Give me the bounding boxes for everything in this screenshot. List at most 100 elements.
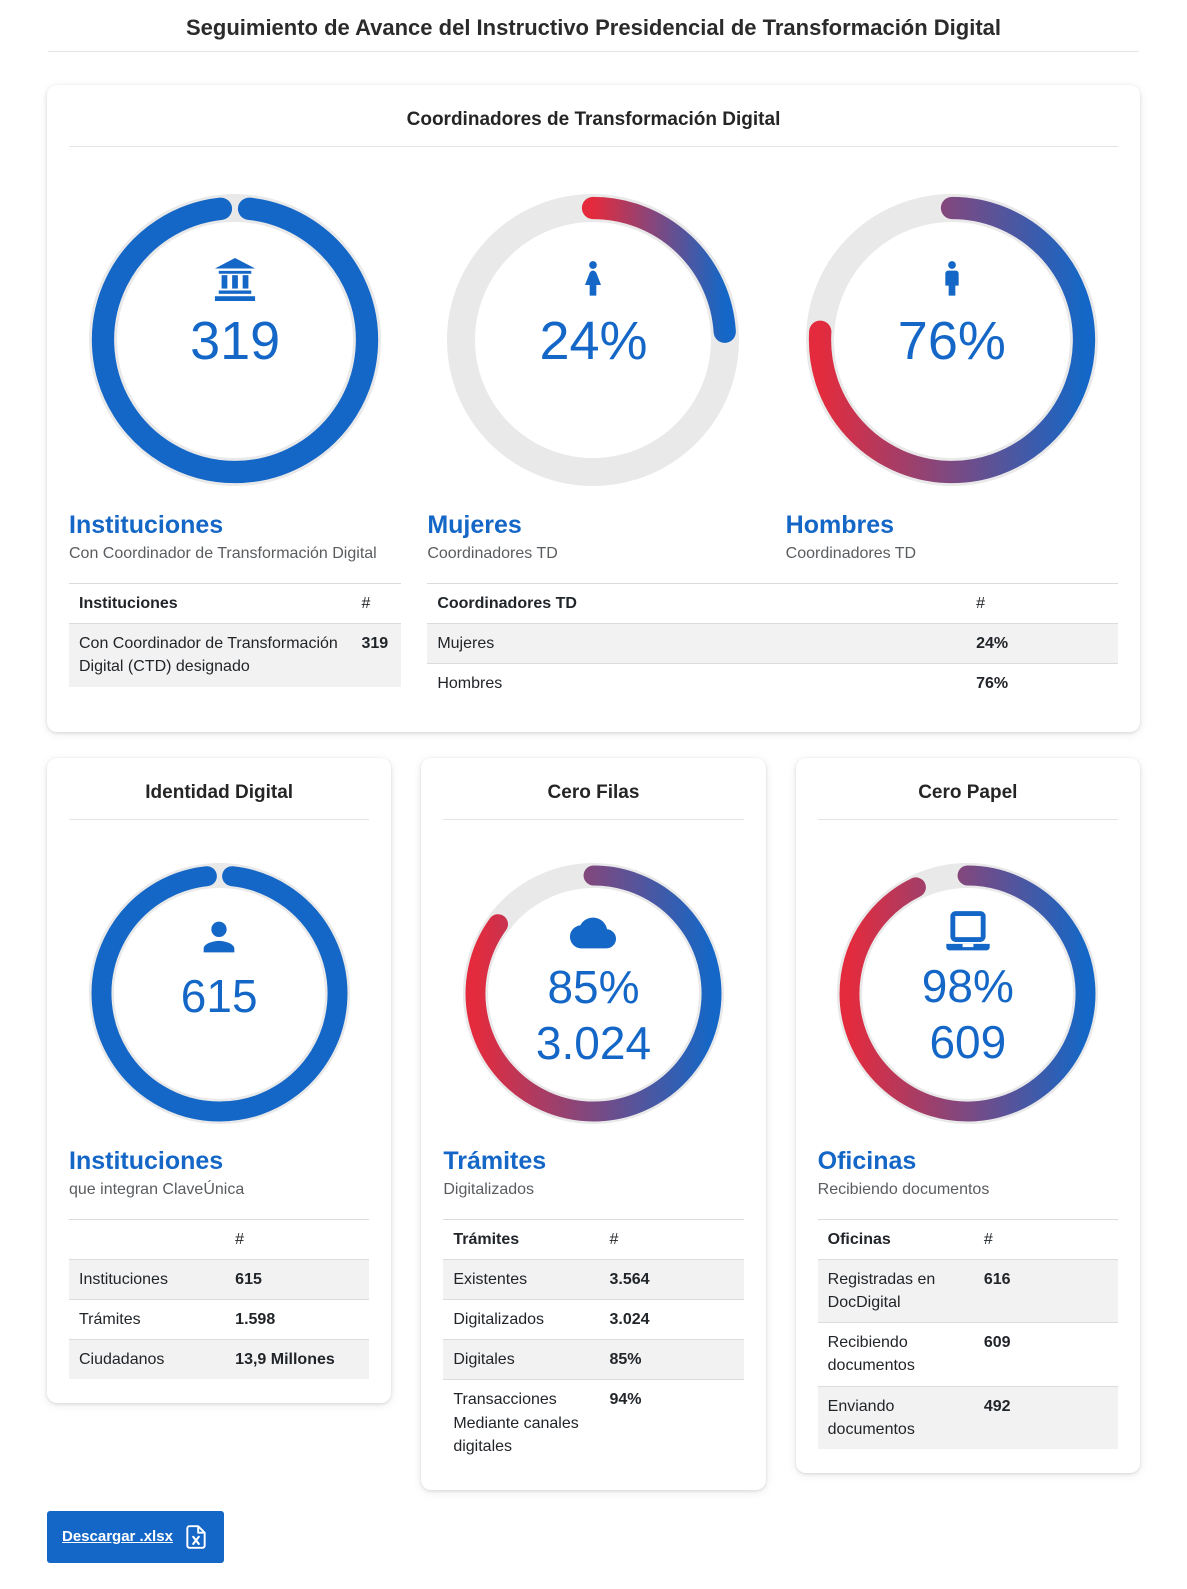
row-value: 609 <box>983 1334 1011 1352</box>
row-label: Registradas en DocDigital <box>827 1270 936 1311</box>
row-label: Existentes <box>453 1270 528 1288</box>
column-header: Coordinadores TD <box>437 595 577 612</box>
gauge-heading: Oficinas <box>817 1146 917 1175</box>
gauge-grid: 319 Instituciones Con Coordinador de Tra… <box>69 147 1118 704</box>
card-title: Cero Papel <box>918 781 1018 803</box>
donut-instituciones: 319 <box>70 175 400 505</box>
gauge-subheading: Con Coordinador de Transformación Digita… <box>69 545 377 562</box>
page-title-divider <box>48 51 1139 52</box>
gauge-heading: Hombres <box>785 511 895 539</box>
row-value: 3.564 <box>609 1270 650 1288</box>
table-header-row: Oficinas # <box>817 1219 1118 1260</box>
row-value: 615 <box>235 1270 262 1288</box>
donut-cero-papel: 98% 609 <box>820 846 1115 1141</box>
gauge-value: 98% <box>921 960 1014 1013</box>
card-title: Coordinadores de Transformación Digital <box>406 109 781 130</box>
gauge-ring <box>447 193 740 487</box>
row-label: Mujeres <box>437 635 495 653</box>
gauge-value-2: 3.024 <box>535 1017 652 1070</box>
gauge-heading: Trámites <box>443 1146 547 1175</box>
table-row: Ciudadanos 13,9 Millones <box>69 1339 370 1380</box>
gauge-hombres: 76% Hombres Coordinadores TD <box>786 147 1118 563</box>
column-header-number: # <box>983 1230 993 1248</box>
bank-icon <box>215 258 256 302</box>
row-label: Instituciones <box>79 1270 168 1288</box>
table-header-row: Instituciones # <box>69 583 402 624</box>
column-header: Trámites <box>453 1230 520 1248</box>
row-label: Digitalizados <box>453 1310 545 1328</box>
row-label: Transacciones Mediante canales digitales <box>443 1380 599 1466</box>
table-row: Hombres 76% <box>427 663 1118 704</box>
card-cero-filas: Cero Filas 85% 3.024 Trámites <box>421 757 766 1490</box>
gauge-subheading: que integran ClaveÚnica <box>69 1180 245 1198</box>
card-identidad-digital: Identidad Digital 615 Institu <box>47 757 392 1404</box>
row-label: Trámites <box>79 1310 141 1328</box>
column-header-number: # <box>609 1230 619 1248</box>
gauge-value: 615 <box>180 969 258 1022</box>
card-title-divider <box>69 818 370 820</box>
column-header-number: # <box>235 1230 245 1248</box>
donut-hombres: 76% <box>787 175 1117 505</box>
download-button-label: Descargar .xlsx <box>62 1528 173 1546</box>
table-cero-papel: Oficinas # Registradas en DocDigital 616… <box>817 1219 1118 1449</box>
gauge-instituciones: 319 Instituciones Con Coordinador de Tra… <box>69 147 401 563</box>
table-row: Instituciones 615 <box>69 1259 370 1300</box>
person-icon <box>203 921 235 953</box>
gauge-value: 76% <box>897 311 1006 372</box>
row-value: 319 <box>361 635 389 653</box>
dashboard-page: Seguimiento de Avance del Instructivo Pr… <box>0 15 1187 1589</box>
donut-cero-filas: 85% 3.024 <box>446 846 741 1141</box>
gauge-value: 85% <box>547 961 640 1014</box>
card-title-divider <box>817 818 1118 820</box>
gauge-value: 24% <box>539 311 648 372</box>
gauge-value: 319 <box>190 311 281 372</box>
row-value: 3.024 <box>609 1310 650 1328</box>
gauge-subheading: Digitalizados <box>443 1180 535 1198</box>
woman-icon <box>585 261 602 297</box>
table-row: Transacciones Mediante canales digitales… <box>443 1379 744 1466</box>
row-label: Con Coordinador de Transformación Digita… <box>79 635 338 676</box>
gauge-ring <box>462 862 725 1124</box>
table-row: Recibiendo documentos 609 <box>817 1322 1118 1386</box>
content-container: Coordinadores de Transformación Digital <box>0 85 1187 1589</box>
card-cero-papel: Cero Papel 98% 609 <box>795 757 1140 1473</box>
gauge-heading: Instituciones <box>69 511 224 539</box>
table-row: Digitalizados 3.024 <box>443 1299 744 1339</box>
gauge-ring <box>89 193 382 487</box>
download-xlsx-button[interactable]: Descargar .xlsx <box>47 1510 224 1563</box>
card-coordinadores-td: Coordinadores de Transformación Digital <box>47 85 1140 732</box>
gauge-ring <box>837 862 1099 1124</box>
row-label: Hombres <box>437 675 503 693</box>
table-row: Trámites 1.598 <box>69 1299 370 1339</box>
table-row: Existentes 3.564 <box>443 1259 744 1300</box>
gauge-subheading: Coordinadores TD <box>427 545 558 562</box>
man-icon <box>945 261 959 297</box>
row-label: Ciudadanos <box>79 1351 165 1369</box>
row-label: Digitales <box>453 1351 515 1369</box>
row-label-sub: Mediante canales digitales <box>453 1414 579 1455</box>
table-row: Enviando documentos 492 <box>817 1386 1118 1449</box>
column-header-number: # <box>976 595 985 612</box>
row-label-main: Transacciones <box>453 1391 557 1409</box>
row-value: 492 <box>983 1397 1011 1415</box>
table-cero-filas: Trámites # Existentes 3.564 Digitalizado… <box>443 1219 744 1466</box>
column-header: Instituciones <box>79 595 178 612</box>
donut-identidad: 615 <box>72 846 367 1141</box>
card-title-divider <box>69 146 1118 147</box>
table-row: Digitales 85% <box>443 1339 744 1380</box>
donut-mujeres: 24% <box>428 175 758 505</box>
gauge-subheading: Recibiendo documentos <box>817 1180 990 1198</box>
row-value: 24% <box>976 635 1009 653</box>
page-title: Seguimiento de Avance del Instructivo Pr… <box>185 15 1002 40</box>
table-identidad-digital: # Instituciones 615 Trámites 1.598 <box>69 1219 370 1380</box>
table-header-row: Coordinadores TD # <box>427 583 1118 624</box>
card-title-divider <box>443 818 744 820</box>
row-value: 94% <box>609 1391 642 1409</box>
row-value: 76% <box>976 675 1009 693</box>
gauge-subheading: Coordinadores TD <box>785 545 917 562</box>
row-label: Enviando documentos <box>827 1397 915 1438</box>
card-title: Identidad Digital <box>145 781 294 803</box>
gauge-value-2: 609 <box>929 1016 1007 1069</box>
row-value: 13,9 Millones <box>235 1351 335 1369</box>
table-coordinadores-td: Coordinadores TD # Mujeres 24% Hombres 7… <box>427 583 1118 704</box>
